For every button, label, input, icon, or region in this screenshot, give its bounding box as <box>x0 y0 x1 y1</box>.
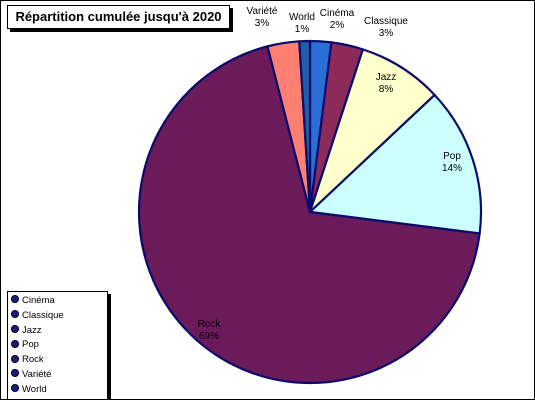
slice-percent-rock: 69% <box>199 331 219 342</box>
slice-name-variété: Variété <box>247 6 278 17</box>
chart-title: Répartition cumulée jusqu'à 2020 <box>7 5 230 29</box>
legend-label: Jazz <box>22 324 42 336</box>
slice-percent-jazz: 8% <box>379 84 394 95</box>
legend-swatch <box>11 354 19 363</box>
legend-swatch <box>11 384 19 393</box>
legend-label: Variété <box>22 369 52 380</box>
legend-item-classique: Classique <box>11 309 64 323</box>
legend-swatch <box>11 369 19 378</box>
legend-item-variété: Variété <box>11 368 51 382</box>
legend-item-world: World <box>11 383 47 397</box>
slice-name-cinéma: Cinéma <box>320 8 355 19</box>
slice-name-jazz: Jazz <box>376 72 397 83</box>
slice-percent-classique: 3% <box>379 28 394 39</box>
legend: Cinéma Classique Jazz Pop Rock Variété World <box>7 291 108 400</box>
legend-item-rock: Rock <box>11 353 44 367</box>
legend-swatch <box>11 325 19 334</box>
legend-label: Rock <box>22 354 44 366</box>
legend-label: Cinéma <box>22 295 55 306</box>
slice-percent-pop: 14% <box>442 163 462 174</box>
slice-percent-world: 1% <box>295 24 310 35</box>
slice-name-classique: Classique <box>364 16 408 27</box>
pie-slice-world <box>298 39 312 214</box>
pie-slice-rock <box>137 45 481 385</box>
legend-item-cinéma: Cinéma <box>11 294 55 308</box>
legend-swatch <box>11 310 19 319</box>
pie-slice-pop <box>308 93 483 235</box>
legend-item-pop: Pop <box>11 338 39 352</box>
legend-label: Pop <box>22 339 39 351</box>
slice-name-pop: Pop <box>443 151 461 162</box>
legend-swatch <box>11 295 19 304</box>
legend-item-jazz: Jazz <box>11 324 42 338</box>
slice-percent-cinéma: 2% <box>330 20 345 31</box>
legend-label: Classique <box>22 309 64 321</box>
slice-name-world: World <box>289 12 315 23</box>
slice-percent-variété: 3% <box>255 18 270 29</box>
legend-label: World <box>22 383 47 395</box>
legend-swatch <box>11 339 19 348</box>
slice-name-rock: Rock <box>198 319 222 330</box>
